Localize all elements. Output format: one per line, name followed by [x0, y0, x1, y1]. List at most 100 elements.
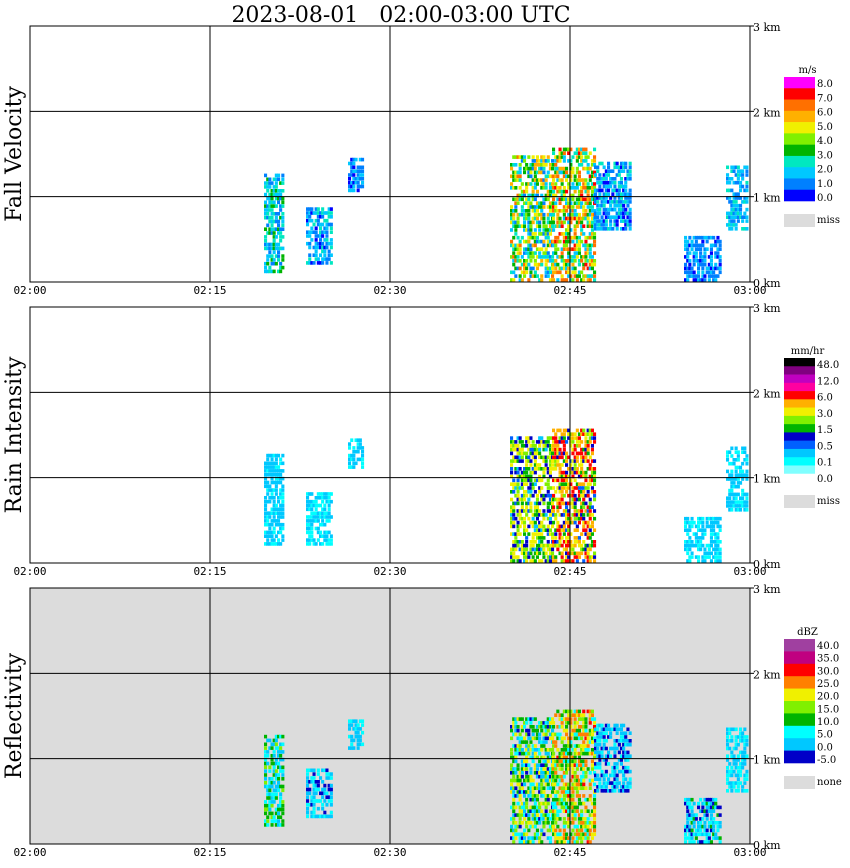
echo-cell: [325, 768, 329, 773]
echo-cell: [567, 540, 571, 544]
echo-cell: [602, 203, 606, 208]
echo-cell: [548, 278, 552, 282]
echo-cell: [546, 220, 550, 225]
echo-cell: [575, 840, 579, 844]
echo-cell: [514, 174, 518, 179]
echo-cell: [688, 543, 692, 548]
echo-cell: [520, 809, 524, 813]
echo-cell: [734, 739, 738, 743]
echo-cell: [569, 516, 573, 521]
echo-cell: [707, 832, 711, 837]
echo-cell: [565, 459, 569, 463]
echo-cell: [514, 717, 518, 721]
echo-cell: [736, 215, 740, 219]
echo-cell: [716, 540, 720, 544]
echo-cell: [736, 785, 740, 789]
echo-cell: [556, 836, 560, 840]
echo-cell: [535, 440, 539, 444]
echo-cell: [593, 278, 597, 282]
echo-cell: [535, 755, 539, 760]
echo-cell: [520, 759, 524, 764]
echo-cell: [306, 211, 310, 215]
colorbar-missing-label: miss: [817, 215, 840, 226]
echo-cell: [270, 823, 274, 827]
echo-cell: [274, 757, 278, 762]
echo-cell: [584, 209, 588, 213]
echo-cell: [582, 266, 586, 271]
echo-cell: [352, 449, 356, 454]
echo-cell: [562, 147, 566, 152]
echo-cell: [558, 197, 562, 202]
echo-cell: [535, 828, 539, 833]
echo-cell: [551, 551, 555, 556]
echo-cell: [306, 803, 310, 807]
echo-cell: [523, 721, 527, 725]
echo-cell: [270, 757, 274, 762]
echo-cell: [329, 814, 333, 819]
echo-cell: [745, 454, 749, 458]
echo-cell: [571, 559, 575, 563]
echo-cell: [622, 161, 626, 166]
echo-cell: [590, 763, 594, 767]
echo-cell: [582, 767, 586, 771]
echo-cell: [584, 771, 588, 775]
echo-cell: [686, 809, 690, 813]
echo-cell: [277, 819, 281, 823]
echo-cell: [529, 717, 533, 721]
echo-cell: [525, 505, 529, 509]
echo-cell: [352, 180, 356, 185]
echo-cell: [598, 754, 602, 758]
echo-cell: [694, 532, 698, 536]
echo-cell: [527, 763, 531, 767]
echo-cell: [527, 790, 531, 794]
echo-cell: [272, 189, 276, 193]
echo-cell: [348, 177, 352, 181]
echo-cell: [548, 447, 552, 452]
echo-cell: [573, 721, 577, 725]
echo-cell: [272, 269, 276, 274]
echo-cell: [734, 203, 738, 208]
echo-cell: [596, 746, 600, 751]
echo-cell: [617, 750, 621, 755]
echo-cell: [569, 805, 573, 810]
echo-cell: [520, 182, 524, 186]
echo-cell: [310, 218, 314, 223]
echo-cell: [593, 440, 597, 444]
echo-cell: [548, 559, 552, 563]
echo-cell: [323, 253, 327, 257]
echo-cell: [277, 227, 281, 231]
colorbar-tick-label: 35.0: [817, 654, 839, 665]
echo-cell: [573, 824, 577, 829]
echo-cell: [531, 447, 535, 452]
echo-cell: [734, 500, 738, 504]
echo-cell: [268, 185, 272, 189]
echo-cell: [686, 532, 690, 536]
echo-cell: [600, 203, 604, 208]
colorbar-tick-label: 1.0: [817, 179, 833, 190]
echo-cell: [571, 501, 575, 506]
echo-cell: [538, 239, 542, 244]
colorbar-tick-label: 5.0: [817, 730, 833, 741]
echo-cell: [270, 208, 274, 212]
echo-cell: [560, 786, 564, 790]
echo-cell: [686, 255, 690, 259]
echo-cell: [525, 189, 529, 194]
echo-cell: [745, 188, 749, 193]
echo-cell: [516, 824, 520, 829]
echo-cell: [523, 790, 527, 794]
echo-cell: [546, 155, 550, 159]
echo-cell: [264, 173, 268, 178]
echo-cell: [514, 482, 518, 486]
echo-cell: [277, 212, 281, 216]
echo-cell: [538, 736, 542, 741]
echo-cell: [582, 732, 586, 737]
echo-cell: [523, 251, 527, 255]
echo-cell: [264, 800, 268, 804]
echo-cell: [535, 725, 539, 729]
panel-label: Fall Velocity: [2, 86, 27, 222]
echo-cell: [510, 516, 514, 521]
echo-cell: [690, 540, 694, 544]
echo-cell: [741, 488, 745, 493]
echo-cell: [628, 188, 632, 193]
echo-cell: [703, 555, 707, 559]
